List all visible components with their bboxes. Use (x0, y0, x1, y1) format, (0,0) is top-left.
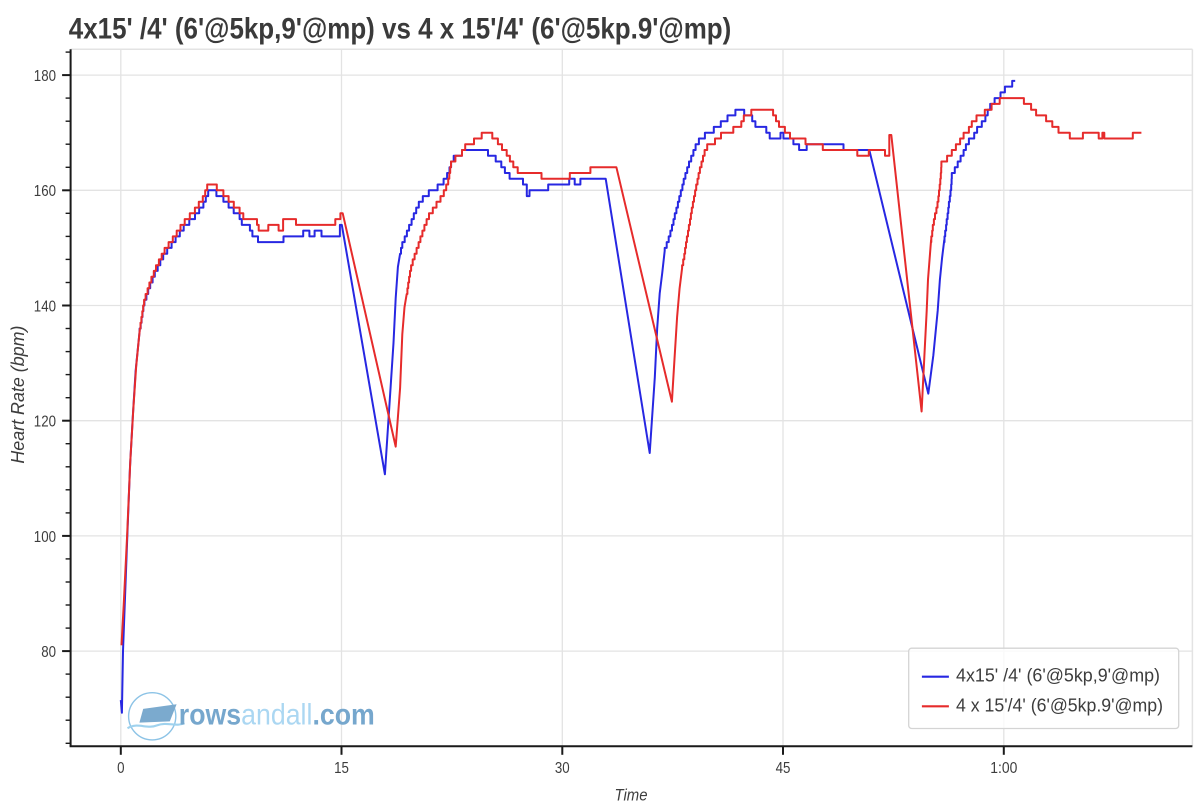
svg-text:80: 80 (41, 644, 56, 661)
svg-text:4 x 15'/4' (6'@5kp.9'@mp): 4 x 15'/4' (6'@5kp.9'@mp) (956, 695, 1163, 716)
svg-text:0: 0 (117, 760, 124, 777)
svg-text:1:00: 1:00 (990, 760, 1017, 777)
svg-text:4x15' /4' (6'@5kp,9'@mp) vs 4: 4x15' /4' (6'@5kp,9'@mp) vs 4 x 15'/4' (… (69, 12, 732, 45)
svg-text:45: 45 (776, 760, 791, 777)
svg-text:Time: Time (615, 786, 648, 805)
svg-text:180: 180 (34, 68, 56, 85)
svg-text:4x15' /4' (6'@5kp,9'@mp): 4x15' /4' (6'@5kp,9'@mp) (956, 664, 1160, 685)
svg-text:rowsandall.com: rowsandall.com (179, 699, 375, 732)
svg-text:100: 100 (34, 529, 56, 546)
svg-text:15: 15 (334, 760, 349, 777)
svg-text:120: 120 (34, 414, 56, 431)
svg-text:30: 30 (555, 760, 570, 777)
svg-text:160: 160 (34, 183, 56, 200)
svg-text:Heart Rate (bpm): Heart Rate (bpm) (8, 326, 28, 464)
svg-text:140: 140 (34, 298, 56, 315)
